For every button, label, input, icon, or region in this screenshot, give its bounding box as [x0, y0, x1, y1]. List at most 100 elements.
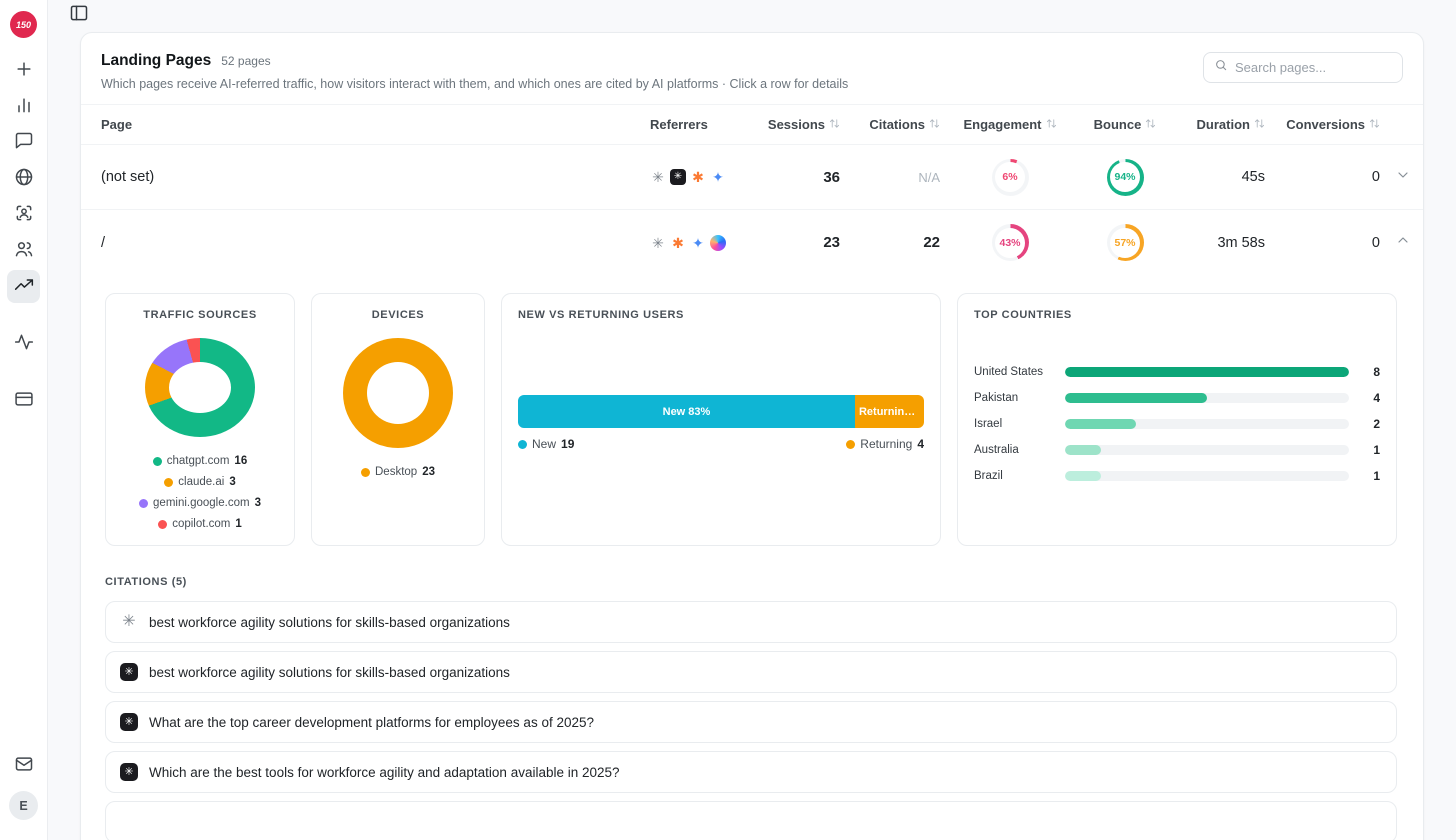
sessions-value: 36: [823, 168, 840, 186]
plus-icon: [14, 59, 34, 82]
sidebar-item-activity[interactable]: [7, 327, 40, 360]
table-row[interactable]: / 23 22 43% 57% 3m 58s 0: [81, 210, 1423, 275]
legend-item: New 19: [518, 437, 574, 451]
sessions-value: 23: [823, 234, 840, 251]
devices-legend: Desktop 23: [328, 466, 468, 478]
chat-icon: [14, 131, 34, 154]
table-header-row: Page Referrers Sessions Citations Engage…: [81, 104, 1423, 145]
page-subtitle: Which pages receive AI-referred traffic,…: [101, 77, 849, 91]
returning-segment: Returning 17%: [854, 395, 924, 428]
sidebar-toggle-button[interactable]: [65, 0, 93, 28]
citation-row[interactable]: best workforce agility solutions for ski…: [105, 601, 1397, 643]
chatgpt-icon: [670, 169, 686, 185]
new-segment: New 83%: [518, 395, 855, 428]
sidebar-item-charts[interactable]: [7, 90, 40, 123]
sidebar-item-billing[interactable]: [7, 384, 40, 417]
top-countries-panel: TOP COUNTRIES United States 8 Pakistan 4 I…: [957, 293, 1397, 546]
sort-icon: [929, 117, 940, 132]
search-icon: [1214, 58, 1228, 77]
claude-icon: [690, 169, 706, 185]
legend-item: claude.ai 3: [164, 476, 236, 488]
sort-icon: [1145, 117, 1156, 132]
landing-pages-card: Landing Pages 52 pages Which pages recei…: [80, 32, 1424, 840]
citations-title: CITATIONS (5): [105, 576, 187, 588]
country-row: Pakistan 4: [974, 391, 1380, 405]
conversions-value: 0: [1371, 169, 1380, 185]
search-box[interactable]: [1203, 52, 1411, 83]
user-scan-icon: [14, 203, 34, 226]
column-header-conversions[interactable]: Conversions: [1265, 117, 1380, 132]
users-icon: [14, 239, 34, 262]
page-cell: /: [101, 234, 106, 251]
gemini-icon: [710, 169, 726, 185]
sidebar-item-add[interactable]: [7, 54, 40, 87]
row-detail-panels: TRAFFIC SOURCES chatgpt.com 16 claude.ai 3…: [81, 275, 1423, 546]
sidebar: 150 E: [0, 0, 48, 840]
country-bar: [1065, 367, 1349, 377]
sort-icon: [829, 117, 840, 132]
country-bar: [1065, 419, 1349, 429]
citations-section: CITATIONS (5) best workforce agility sol…: [81, 546, 1423, 840]
column-header-duration[interactable]: Duration: [1170, 117, 1265, 132]
citation-row[interactable]: What are the top career development plat…: [105, 701, 1397, 743]
avatar-initial: E: [19, 798, 28, 813]
sidebar-item-mail[interactable]: [7, 749, 40, 782]
referrers-cell: [650, 234, 760, 251]
main-area: Landing Pages 52 pages Which pages recei…: [48, 0, 1456, 840]
engagement-ring: 6%: [991, 158, 1029, 196]
app-logo[interactable]: 150: [10, 11, 37, 38]
top-countries-list: United States 8 Pakistan 4 Israel 2 Austral…: [974, 365, 1380, 483]
sidebar-item-user-scan[interactable]: [7, 198, 40, 231]
column-header-engagement[interactable]: Engagement: [940, 117, 1080, 132]
table-row[interactable]: (not set) 36 N/A 6% 94% 45s 0: [81, 145, 1423, 210]
credit-card-icon: [14, 389, 34, 412]
citations-value: N/A: [918, 169, 940, 185]
openai-icon: [650, 169, 666, 185]
country-row: United States 8: [974, 365, 1380, 379]
panel-title: DEVICES: [371, 309, 425, 321]
chatgpt-icon: [120, 663, 138, 681]
sort-icon: [1369, 117, 1380, 132]
collapse-row-button[interactable]: [1380, 232, 1411, 253]
column-header-citations[interactable]: Citations: [840, 117, 940, 132]
country-row: Brazil 1: [974, 469, 1380, 483]
sidebar-item-users[interactable]: [7, 234, 40, 267]
copilot-icon: [710, 234, 726, 251]
card-header: Landing Pages 52 pages Which pages recei…: [81, 33, 1423, 104]
openai-icon: [650, 235, 666, 251]
duration-value: 45s: [1241, 169, 1265, 185]
sidebar-item-messages[interactable]: [7, 126, 40, 159]
legend-item: Returning 4: [846, 437, 924, 451]
expand-row-button[interactable]: [1380, 167, 1411, 188]
panel-title: TRAFFIC SOURCES: [143, 309, 257, 321]
bounce-ring: 94%: [1106, 158, 1144, 196]
citation-row[interactable]: best workforce agility solutions for ski…: [105, 651, 1397, 693]
traffic-sources-donut-chart: [145, 338, 255, 437]
pages-count: 52 pages: [221, 54, 271, 68]
sidebar-nav: [7, 54, 40, 417]
citation-row-partial[interactable]: [105, 801, 1397, 840]
sort-icon: [1046, 117, 1057, 132]
chatgpt-icon: [120, 763, 138, 781]
panel-title: TOP COUNTRIES: [974, 309, 1072, 321]
duration-value: 3m 58s: [1217, 234, 1265, 251]
trending-up-icon: [14, 275, 34, 298]
column-header-bounce[interactable]: Bounce: [1080, 117, 1170, 132]
column-header-sessions[interactable]: Sessions: [760, 117, 840, 132]
column-header-referrers[interactable]: Referrers: [650, 117, 708, 132]
column-header-page[interactable]: Page: [101, 117, 133, 132]
search-input[interactable]: [1235, 60, 1411, 75]
activity-icon: [14, 332, 34, 355]
citation-row[interactable]: Which are the best tools for workforce a…: [105, 751, 1397, 793]
referrers-cell: [650, 169, 760, 185]
claude-icon: [670, 235, 686, 251]
legend-item: Desktop 23: [361, 466, 435, 478]
legend-item: chatgpt.com 16: [152, 455, 247, 467]
user-avatar[interactable]: E: [9, 791, 38, 820]
sidebar-item-trends[interactable]: [7, 270, 40, 303]
sidebar-item-web[interactable]: [7, 162, 40, 195]
devices-panel: DEVICES Desktop 23: [311, 293, 485, 546]
sort-icon: [1254, 117, 1265, 132]
country-row: Australia 1: [974, 443, 1380, 457]
mail-icon: [14, 754, 34, 777]
